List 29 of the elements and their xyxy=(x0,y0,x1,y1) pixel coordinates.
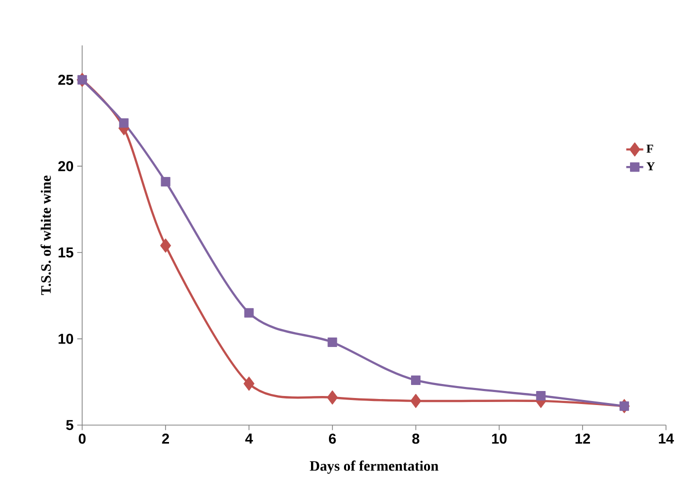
x-tick-label: 0 xyxy=(78,434,86,444)
point xyxy=(119,118,129,128)
x-tick-label: 12 xyxy=(576,434,590,444)
point xyxy=(160,177,170,187)
point xyxy=(411,376,421,386)
y-tick-label: 25 xyxy=(58,74,74,86)
point xyxy=(160,238,172,253)
x-tick-label: 2 xyxy=(162,434,170,444)
y-tick-label: 15 xyxy=(58,248,74,258)
x-tick-label: 14 xyxy=(658,434,674,444)
point xyxy=(410,394,422,408)
x-tick-label: 4 xyxy=(245,434,253,444)
point xyxy=(244,308,254,318)
y-axis-title: T.S.S. of white wine xyxy=(40,176,51,296)
y-tick-label: 5 xyxy=(66,420,74,430)
x-axis-title: Days of fermentation xyxy=(310,460,438,474)
point xyxy=(536,391,546,401)
y-tick-label: 10 xyxy=(58,334,74,344)
legend-label: Y xyxy=(646,162,655,170)
point xyxy=(326,390,338,405)
y-tick-label: 20 xyxy=(58,161,74,172)
point xyxy=(244,376,254,392)
x-tick-label: 8 xyxy=(412,434,420,444)
point xyxy=(77,75,87,85)
point xyxy=(328,338,338,348)
point xyxy=(620,401,630,411)
x-tick-label: 6 xyxy=(328,434,336,444)
legend-label: F xyxy=(646,144,654,153)
x-tick-label: 10 xyxy=(492,434,507,444)
